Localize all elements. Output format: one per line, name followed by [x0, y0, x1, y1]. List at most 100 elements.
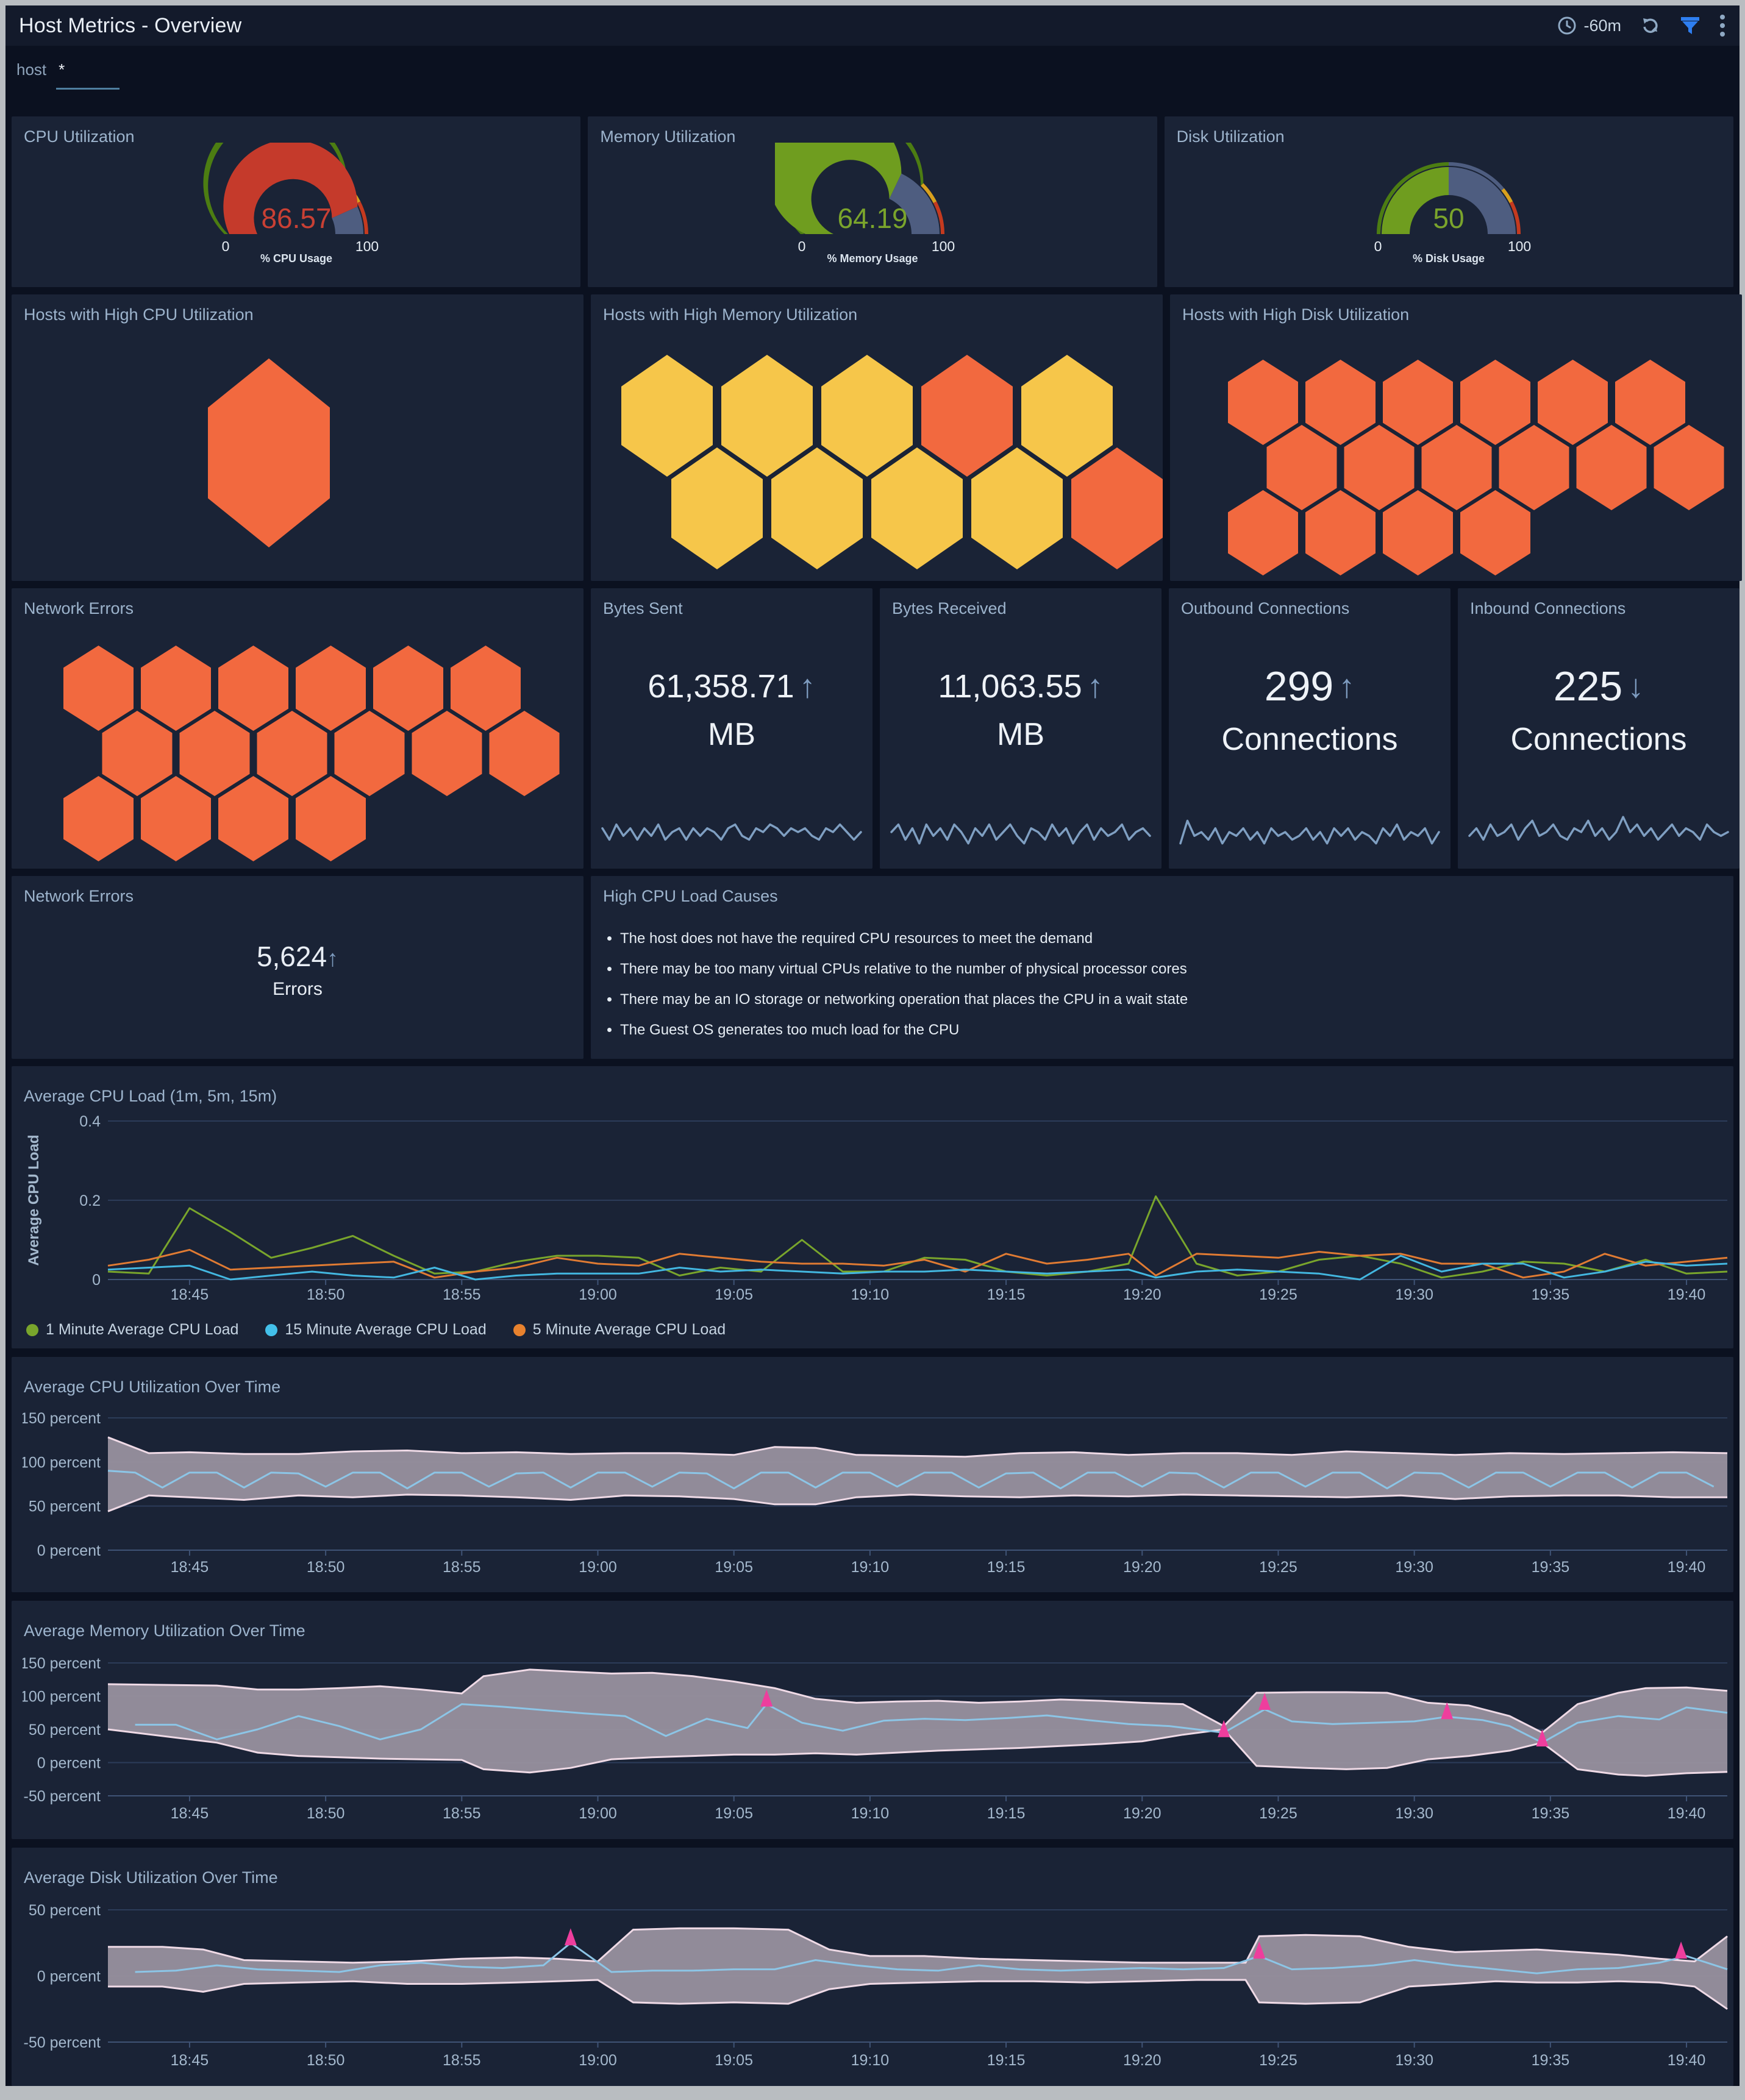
svg-text:19:25: 19:25 — [1259, 2052, 1297, 2069]
svg-text:0 percent: 0 percent — [37, 1968, 101, 1985]
svg-text:100 percent: 100 percent — [23, 1454, 101, 1471]
svg-text:0: 0 — [1374, 238, 1382, 254]
panel-disk-utilization: Disk Utilization 50 0 100 % Disk Usage — [1164, 116, 1733, 287]
svg-text:18:50: 18:50 — [307, 1805, 345, 1822]
filter-label: host — [16, 60, 47, 79]
sparkline — [1468, 816, 1729, 841]
svg-text:150 percent: 150 percent — [23, 1655, 101, 1672]
panel-title: Network Errors — [24, 887, 134, 905]
panel-title: Average CPU Load (1m, 5m, 15m) — [24, 1087, 277, 1105]
disk-honeycomb[interactable] — [1170, 324, 1742, 579]
svg-text:% CPU Usage: % CPU Usage — [260, 252, 332, 265]
svg-text:19:15: 19:15 — [987, 2052, 1026, 2069]
svg-text:86.57: 86.57 — [261, 202, 331, 234]
panel-title: CPU Utilization — [24, 127, 135, 146]
svg-text:19:20: 19:20 — [1123, 1559, 1162, 1576]
svg-text:50 percent: 50 percent — [29, 1721, 101, 1739]
svg-text:19:05: 19:05 — [715, 1805, 753, 1822]
svg-text:19:00: 19:00 — [579, 2052, 617, 2069]
svg-text:19:10: 19:10 — [851, 2052, 890, 2069]
legend-item[interactable]: 5 Minute Average CPU Load — [513, 1321, 726, 1339]
svg-text:0.4: 0.4 — [79, 1113, 101, 1130]
panel-bytes-received: Bytes Received 11,063.55 ↑ MB — [880, 588, 1162, 869]
kebab-menu-icon[interactable] — [1719, 13, 1726, 38]
svg-text:50: 50 — [1433, 202, 1465, 234]
panel-avg-memory-utilization-chart: Average Memory Utilization Over Time 150… — [12, 1601, 1733, 1839]
avg-cpu-load-chart: 0 0.2 0.4 18:45 18:50 18:55 19:00 19:05 19:10 19:… — [26, 1113, 1728, 1303]
trend-up-icon: ↑ — [799, 668, 816, 705]
time-range-control[interactable]: -60m — [1557, 15, 1621, 36]
svg-text:19:20: 19:20 — [1123, 1286, 1162, 1303]
svg-text:100: 100 — [355, 238, 378, 254]
panel-title: Hosts with High Disk Utilization — [1182, 305, 1410, 324]
filter-bar: host * — [5, 46, 1740, 116]
panel-title: Average Disk Utilization Over Time — [24, 1868, 278, 1887]
legend-dot-blue — [265, 1323, 278, 1336]
svg-text:50 percent: 50 percent — [29, 1498, 101, 1515]
svg-text:18:55: 18:55 — [443, 1286, 481, 1303]
svg-text:0 percent: 0 percent — [37, 1755, 101, 1772]
disk-gauge: 50 0 100 % Disk Usage — [1374, 162, 1532, 265]
sparkline — [1179, 819, 1440, 845]
stat-unit: Connections — [1221, 722, 1398, 757]
svg-text:150 percent: 150 percent — [23, 1410, 101, 1427]
avg-disk-utilization-chart: 50 percent 0 percent -50 percent 18:45 18:50… — [24, 1902, 1728, 2069]
legend-dot-orange — [513, 1323, 526, 1336]
filter-value-input[interactable]: * — [56, 60, 120, 90]
filter-icon[interactable] — [1680, 15, 1700, 37]
avg-cpu-utilization-chart: 150 percent 100 percent 50 percent 0 percen… — [20, 1410, 1728, 1576]
panel-title: Average CPU Utilization Over Time — [24, 1378, 281, 1396]
panel-title: Inbound Connections — [1470, 599, 1626, 618]
svg-text:19:05: 19:05 — [715, 1286, 753, 1303]
page-title: Host Metrics - Overview — [19, 13, 242, 37]
sparkline — [601, 823, 862, 841]
svg-text:18:55: 18:55 — [443, 1805, 481, 1822]
svg-text:19:25: 19:25 — [1259, 1805, 1297, 1822]
svg-text:0: 0 — [798, 238, 806, 254]
svg-text:19:05: 19:05 — [715, 2052, 753, 2069]
panel-avg-cpu-load-chart: Average CPU Load (1m, 5m, 15m) 0 0.2 0.4 18… — [12, 1066, 1733, 1348]
svg-text:18:45: 18:45 — [171, 1805, 209, 1822]
svg-text:19:35: 19:35 — [1532, 2052, 1570, 2069]
svg-text:19:25: 19:25 — [1259, 1286, 1297, 1303]
cause-item: There may be too many virtual CPUs relat… — [620, 961, 1733, 978]
panel-high-disk-hosts: Hosts with High Disk Utilization — [1170, 294, 1742, 581]
svg-text:19:10: 19:10 — [851, 1559, 890, 1576]
panel-title: Hosts with High Memory Utilization — [603, 305, 858, 324]
panel-title: Bytes Sent — [603, 599, 683, 618]
svg-text:18:50: 18:50 — [307, 1559, 345, 1576]
svg-text:% Memory Usage: % Memory Usage — [827, 252, 918, 265]
stat-unit: Connections — [1510, 722, 1687, 757]
svg-text:0: 0 — [92, 1272, 101, 1289]
memory-honeycomb[interactable] — [591, 324, 1163, 579]
panel-outbound-connections: Outbound Connections 299 ↑ Connections — [1169, 588, 1451, 869]
svg-text:19:00: 19:00 — [579, 1559, 617, 1576]
svg-text:19:40: 19:40 — [1668, 1805, 1706, 1822]
svg-text:19:40: 19:40 — [1668, 2052, 1706, 2069]
refresh-icon[interactable] — [1640, 15, 1661, 37]
svg-text:0: 0 — [221, 238, 229, 254]
svg-text:19:00: 19:00 — [579, 1805, 617, 1822]
svg-text:-50 percent: -50 percent — [24, 2034, 101, 2051]
network-errors-honeycomb[interactable] — [12, 618, 583, 862]
svg-text:% Disk Usage: % Disk Usage — [1413, 252, 1485, 265]
cpu-honeycomb[interactable] — [12, 324, 583, 579]
cause-item: There may be an IO storage or networking… — [620, 991, 1733, 1008]
stat-value: 11,063.55 — [938, 668, 1082, 705]
legend-item[interactable]: 15 Minute Average CPU Load — [265, 1321, 487, 1339]
cause-item: The Guest OS generates too much load for… — [620, 1022, 1733, 1039]
clock-icon — [1558, 16, 1576, 35]
svg-text:18:50: 18:50 — [307, 1286, 345, 1303]
stat-value: 299 — [1264, 663, 1334, 710]
panel-title: Average Memory Utilization Over Time — [24, 1621, 305, 1640]
panel-title: Bytes Received — [892, 599, 1007, 618]
svg-text:19:30: 19:30 — [1395, 1286, 1433, 1303]
panel-high-cpu-hosts: Hosts with High CPU Utilization — [12, 294, 583, 581]
svg-text:19:20: 19:20 — [1123, 1805, 1162, 1822]
panel-high-cpu-load-causes: High CPU Load Causes The host does not h… — [591, 876, 1733, 1059]
svg-text:19:30: 19:30 — [1395, 2052, 1433, 2069]
legend-item[interactable]: 1 Minute Average CPU Load — [26, 1321, 238, 1339]
header: Host Metrics - Overview -60m — [5, 5, 1740, 46]
avg-memory-utilization-chart: 150 percent 100 percent 50 percent 0 percen… — [20, 1655, 1728, 1822]
svg-text:Average CPU Load: Average CPU Load — [26, 1134, 42, 1265]
